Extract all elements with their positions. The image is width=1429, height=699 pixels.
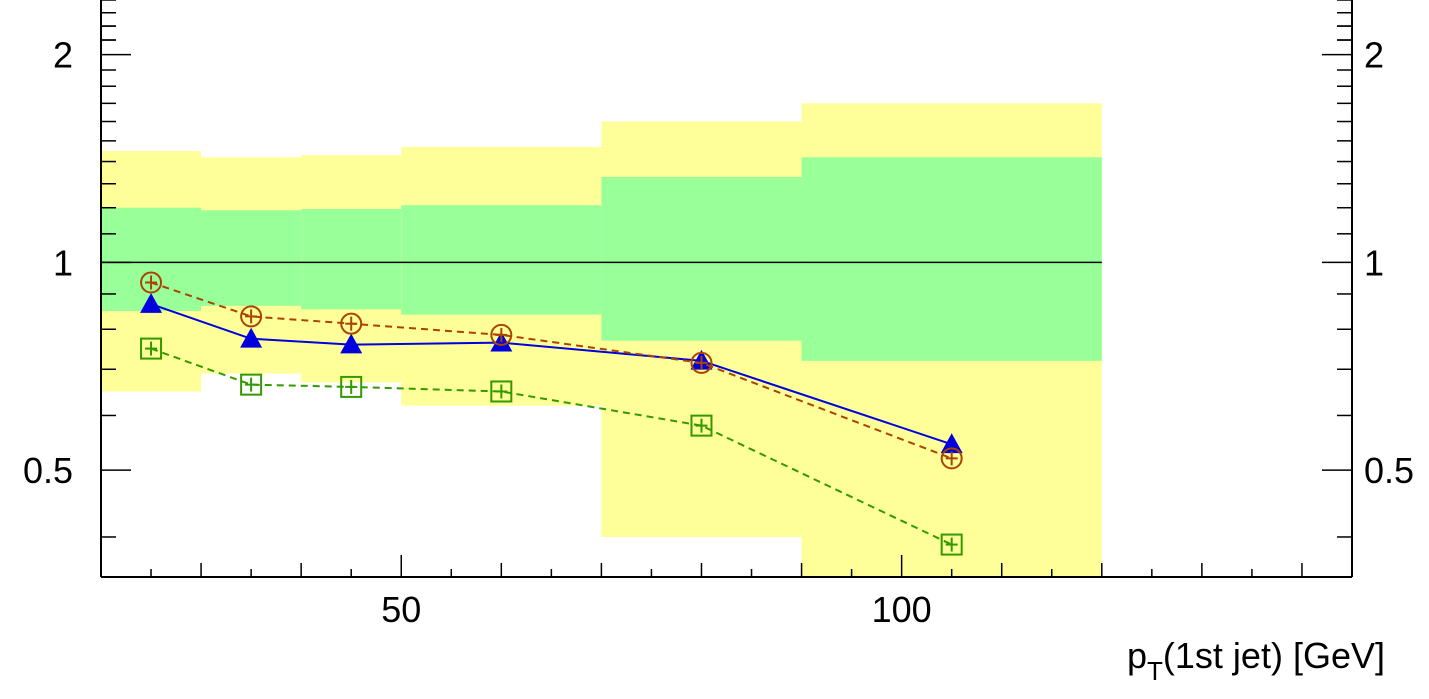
circle-point-3 [490,323,513,346]
circle-point-2 [340,312,363,335]
square-point-5 [940,533,963,556]
y-tick-label-left-0: 0.5 [23,450,73,491]
green-band-4 [601,176,802,341]
x-axis-label-rest: (1st jet) [GeV] [1163,635,1385,676]
y-tick-label-right-1: 1 [1364,242,1384,283]
axes [100,0,1353,578]
x-tick-label-1: 100 [872,589,932,630]
y-tick-label-left-2: 2 [53,35,73,76]
y-tick-label-left-1: 1 [53,242,73,283]
green-band-1 [201,210,302,306]
series-line-0 [150,303,952,446]
x-axis-label: pT(1st jet) [GeV] [1127,635,1385,686]
triangle-point-1 [240,327,263,348]
green-band-3 [401,205,602,315]
x-tick-label-0: 50 [381,589,421,630]
y-tick-label-right-2: 2 [1364,35,1384,76]
square-point-2 [340,375,363,398]
square-point-1 [240,373,263,396]
tick-labels: 0.5 1 2 0.5 1 2 50 100 [23,35,1414,630]
y-tick-label-right-0: 0.5 [1364,450,1414,491]
circle-point-1 [240,305,263,328]
green-band-2 [301,208,402,310]
series-layer [140,271,963,556]
triangle-point-0 [140,293,163,313]
circle-point-4 [690,351,713,374]
series-line-2 [150,347,953,546]
square-point-0 [140,337,163,360]
x-axis-label-main: p [1127,635,1147,676]
x-axis-label-sub: T [1147,656,1163,686]
square-point-3 [490,380,513,403]
triangle-point-5 [940,433,963,454]
square-point-4 [690,414,713,437]
green-band-5 [801,157,1102,361]
circle-point-5 [940,447,963,470]
series-line-1 [150,281,953,460]
circle-point-0 [140,271,163,294]
triangle-point-2 [340,333,363,354]
